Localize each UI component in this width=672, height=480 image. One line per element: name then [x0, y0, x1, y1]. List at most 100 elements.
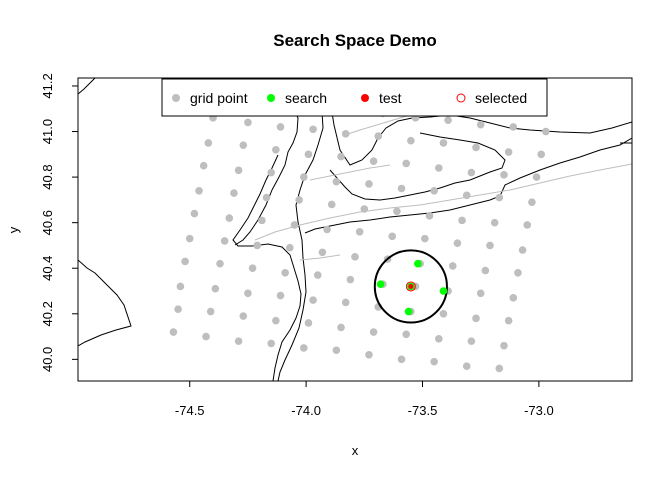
grid-point: [244, 289, 252, 298]
y-tick-label: 41.0: [40, 119, 55, 144]
grid-point: [439, 139, 448, 147]
grid-point: [341, 298, 350, 307]
road-c: [309, 164, 391, 181]
y-tick-label: 41.2: [40, 73, 55, 98]
grid-point: [248, 264, 257, 273]
grid-point: [262, 193, 271, 202]
x-axis-label: x: [352, 443, 359, 458]
legend-label-selected: selected: [475, 90, 527, 106]
legend-label-search: search: [285, 90, 327, 106]
y-tick-label: 40.2: [40, 301, 55, 326]
coastline-long-island-south: [304, 137, 632, 234]
coastline-northwest: [78, 78, 96, 95]
grid-point: [439, 309, 448, 318]
grid-point: [360, 205, 369, 213]
grid-point: [206, 307, 215, 316]
grid-point: [393, 207, 401, 216]
grid-point: [509, 123, 518, 131]
grid-point: [532, 173, 541, 181]
grid-point: [258, 216, 266, 225]
grid-point: [185, 234, 194, 243]
grid-point: [467, 168, 476, 177]
grid-point: [281, 268, 289, 277]
grid-point: [313, 271, 322, 279]
grid-point: [204, 139, 213, 147]
legend-box: [161, 78, 548, 117]
test-point: [408, 283, 414, 289]
grid-point: [365, 351, 373, 359]
grid-point: [309, 125, 317, 134]
test-points-layer: [408, 283, 414, 289]
search-point: [404, 307, 413, 316]
grid-point: [407, 136, 415, 145]
grid-point: [337, 152, 345, 161]
grid-point: [176, 282, 185, 291]
grid-point: [430, 357, 438, 366]
coastline-long-island-inner: [329, 132, 506, 201]
grid-point: [272, 145, 280, 154]
grid-point: [397, 355, 406, 364]
y-tick-label: 40.8: [40, 164, 55, 189]
grid-point: [434, 164, 443, 172]
axes: -74.5 -74.0 -73.5 -73.0 40.0 40.2 40.4 40.6 40.8…: [40, 73, 554, 418]
grid-point: [220, 237, 229, 245]
grid-point: [500, 171, 508, 179]
grid-point: [299, 344, 308, 352]
grid-point: [309, 296, 317, 304]
grid-point: [351, 253, 359, 261]
grid-point: [402, 330, 411, 339]
y-tick-label: 40.6: [40, 210, 55, 235]
grid-point: [481, 266, 490, 275]
grid-point: [174, 305, 182, 314]
grid-point: [355, 227, 364, 236]
grid-point: [286, 243, 294, 252]
grid-point: [267, 168, 276, 177]
grid-point: [346, 275, 355, 284]
grid-point: [341, 130, 350, 138]
grid-point: [374, 132, 383, 140]
grid-point: [490, 218, 499, 227]
x-tick-label: -74.0: [291, 403, 321, 418]
grid-point: [500, 341, 508, 350]
grid-point: [295, 196, 303, 204]
grid-point: [518, 246, 527, 254]
grid-point: [332, 346, 341, 355]
grid-point: [190, 209, 199, 218]
grid-point: [253, 241, 262, 250]
grid-point: [239, 141, 248, 150]
x-tick-label: -73.0: [524, 403, 554, 418]
grid-point: [528, 198, 536, 206]
grid-point: [365, 180, 373, 188]
grid-point: [514, 268, 522, 277]
y-tick-label: 40.0: [40, 347, 55, 372]
grid-point: [276, 291, 285, 300]
grid-point: [397, 184, 406, 193]
grid-point: [181, 257, 189, 266]
legend-marker-grid-point: [172, 94, 180, 102]
selected-point: [405, 281, 416, 292]
grid-point: [318, 248, 327, 257]
search-point: [376, 280, 385, 288]
grid-point: [216, 259, 224, 268]
grid-point: [504, 316, 513, 325]
search-radius-circle: [373, 249, 448, 324]
grid-point: [323, 225, 331, 234]
grid-point: [486, 241, 494, 250]
grid-point: [448, 262, 457, 270]
grid-point: [476, 289, 485, 298]
grid-point: [388, 232, 397, 241]
search-points-layer: [376, 259, 448, 316]
x-tick-label: -73.5: [408, 403, 438, 418]
grid-point: [537, 150, 546, 159]
coastline-staten: [232, 154, 302, 381]
grid-point: [267, 339, 276, 348]
grid-point: [509, 294, 518, 302]
grid-point: [230, 189, 238, 197]
grid-point: [495, 364, 504, 373]
grid-point: [458, 216, 466, 225]
coastline-southwest: [78, 259, 132, 347]
grid-point: [453, 239, 462, 247]
road-a: [254, 163, 632, 241]
